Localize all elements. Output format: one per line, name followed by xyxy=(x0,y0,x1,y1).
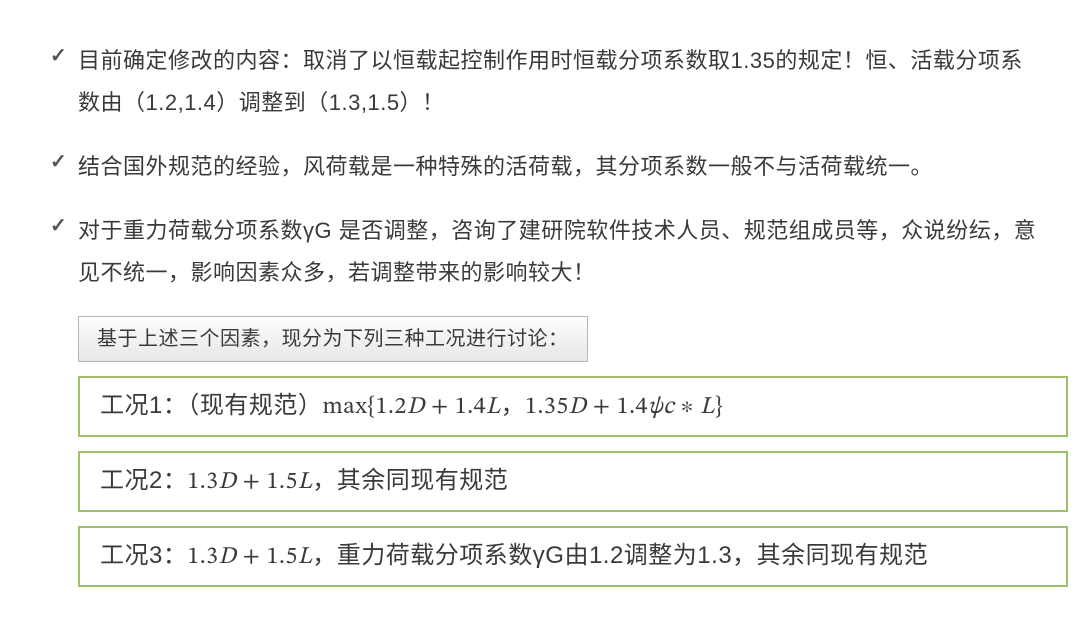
case-box-2: 工况2：1.3D + 1.5L，其余同现有规范 xyxy=(78,451,1068,512)
subhead-container: 基于上述三个因素，现分为下列三种工况进行讨论： xyxy=(78,316,1040,362)
case-label: 工况2： xyxy=(100,467,187,494)
case-box-3: 工况3：1.3D + 1.5L，重力荷载分项系数γG由1.2调整为1.3，其余同… xyxy=(78,526,1068,587)
bullet-text: 目前确定修改的内容：取消了以恒载起控制作用时恒载分项系数取1.35的规定！恒、活… xyxy=(78,40,1040,124)
case-formula: 1.3D + 1.5L xyxy=(187,470,312,494)
slide-page: ✓ 目前确定修改的内容：取消了以恒载起控制作用时恒载分项系数取1.35的规定！恒… xyxy=(0,0,1080,627)
case-formula: 1.3D + 1.5L xyxy=(187,545,312,569)
case-tail: ，重力荷载分项系数γG由1.2调整为1.3，其余同现有规范 xyxy=(312,542,928,569)
case-label: 工况3： xyxy=(100,542,187,569)
bullet-item: ✓ 结合国外规范的经验，风荷载是一种特殊的活荷载，其分项系数一般不与活荷载统一。 xyxy=(50,146,1040,188)
case-formula: max{1.2D + 1.4L，1.35D + 1.4ψc ∗ L} xyxy=(322,395,723,419)
check-icon: ✓ xyxy=(50,210,78,242)
bullet-text: 结合国外规范的经验，风荷载是一种特殊的活荷载，其分项系数一般不与活荷载统一。 xyxy=(78,146,1040,188)
case-tail: ，其余同现有规范 xyxy=(312,467,508,494)
check-icon: ✓ xyxy=(50,146,78,178)
check-icon: ✓ xyxy=(50,40,78,72)
subhead-box: 基于上述三个因素，现分为下列三种工况进行讨论： xyxy=(78,316,588,362)
bullet-list: ✓ 目前确定修改的内容：取消了以恒载起控制作用时恒载分项系数取1.35的规定！恒… xyxy=(50,40,1040,294)
bullet-text: 对于重力荷载分项系数γG 是否调整，咨询了建研院软件技术人员、规范组成员等，众说… xyxy=(78,210,1040,294)
bullet-item: ✓ 目前确定修改的内容：取消了以恒载起控制作用时恒载分项系数取1.35的规定！恒… xyxy=(50,40,1040,124)
case-box-1: 工况1：（现有规范）max{1.2D + 1.4L，1.35D + 1.4ψc … xyxy=(78,376,1068,437)
bullet-item: ✓ 对于重力荷载分项系数γG 是否调整，咨询了建研院软件技术人员、规范组成员等，… xyxy=(50,210,1040,294)
case-label: 工况1：（现有规范） xyxy=(100,392,322,419)
